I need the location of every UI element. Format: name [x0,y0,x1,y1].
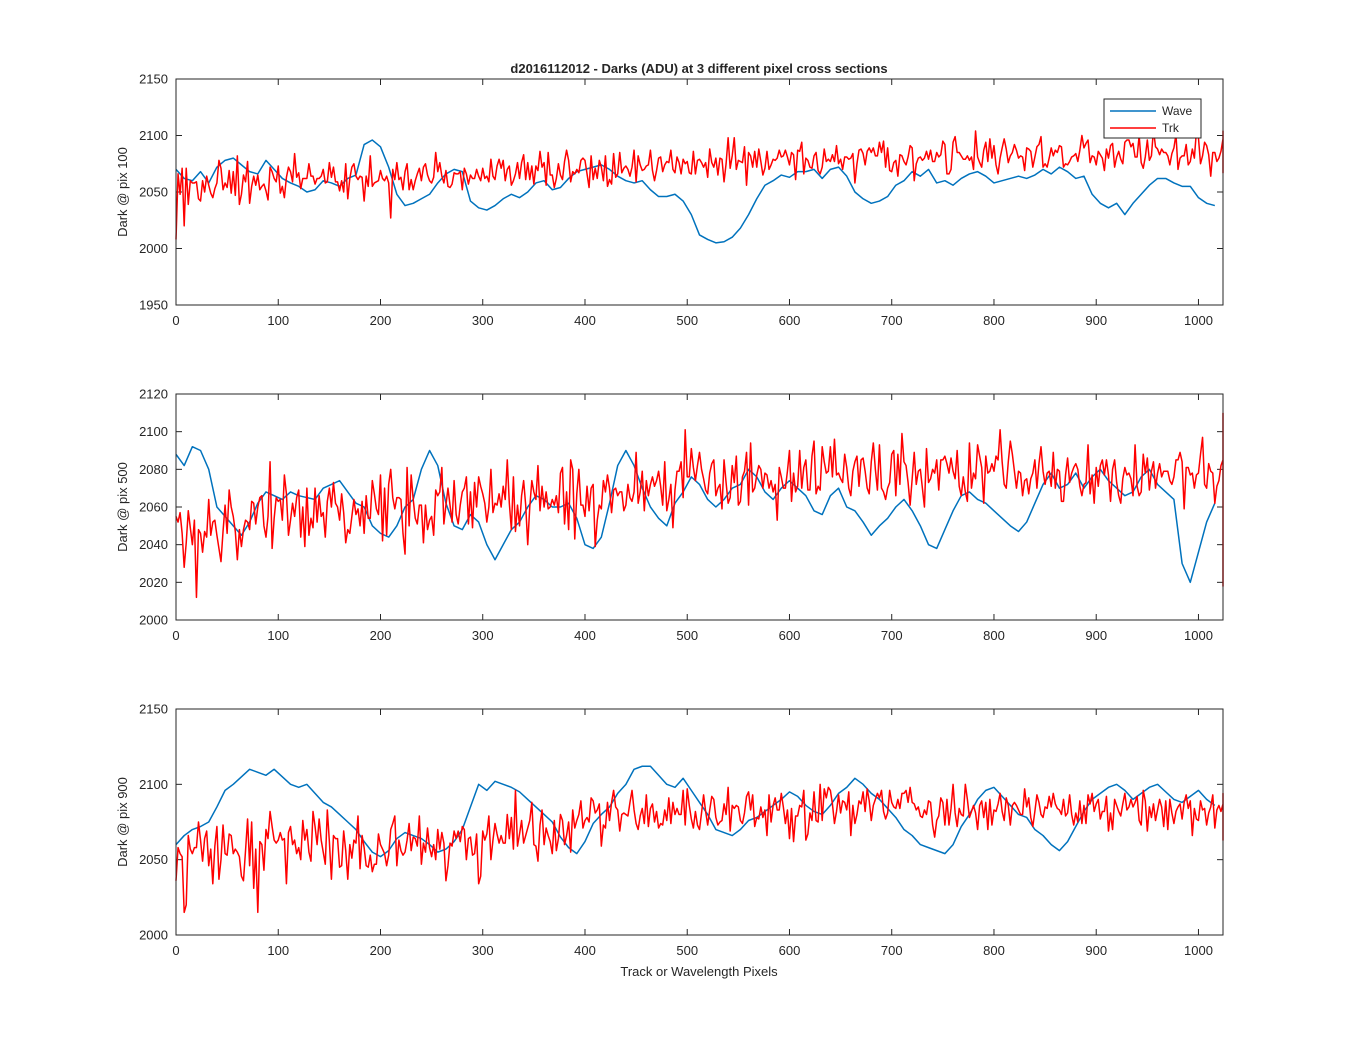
panel-3-xtick-label: 200 [370,943,392,958]
panel-2: Dark @ pix 500 2000202020402060208021002… [115,387,1224,643]
x-axis-label: Track or Wavelength Pixels [620,964,778,979]
panel-2-series-trk [175,412,1224,599]
panel-3-series-wave [175,765,1216,858]
panel-1-ylabel: Dark @ pix 100 [115,147,130,237]
panel-3-xtick-label: 400 [574,943,596,958]
panel-1: Dark @ pix 100 1950 2000 2050 2100 2150 0 100 2… [115,72,1224,328]
panel-3-xtick-label: 100 [267,943,289,958]
panel-1-series [175,129,1224,244]
panel-2-ytick-label: 2080 [139,462,168,477]
panel-1-xtick-label: 1000 [1184,313,1213,328]
panel-2-ytick-label: 2120 [139,387,168,402]
panel-1-xtick-label: 400 [574,313,596,328]
panel-2-xtick-label: 0 [172,628,179,643]
panel-2-xtick-label: 1000 [1184,628,1213,643]
panel-2-xtick-label: 900 [1085,628,1107,643]
panel-3-ytick-label: 2050 [139,852,168,867]
legend-box [1103,98,1202,139]
panel-3-xtick-label: 1000 [1184,943,1213,958]
panel-2-xtick-label: 300 [472,628,494,643]
chart-title: d2016112012 - Darks (ADU) at 3 different… [510,61,887,76]
panel-3: Dark @ pix 900 2000 2050 2100 2150 0 100 200 30… [115,702,1224,958]
panel-2-xtick-label: 400 [574,628,596,643]
panel-2-xtick-label: 100 [267,628,289,643]
panel-3-xtick-label: 700 [881,943,903,958]
legend: Wave Trk [1103,98,1202,139]
panel-3-series [175,765,1224,914]
panel-3-xtick-label: 900 [1085,943,1107,958]
panel-2-axes-box [175,393,1224,621]
panel-1-ytick-label: 2150 [139,72,168,87]
panel-2-ticks: 2000 2020 2040 2060 2080 2100 2120 0 100 200 300 40… [139,387,1223,643]
panel-1-xtick-label: 200 [370,313,392,328]
panel-2-xtick-label: 600 [779,628,801,643]
panel-2-ytick-label: 2060 [139,500,168,515]
legend-wave-label: Wave [1162,104,1193,118]
panel-2-xtick-label: 500 [676,628,698,643]
panel-3-xtick-label: 800 [983,943,1005,958]
panel-1-series-trk [175,129,1224,240]
panel-2-series [175,412,1224,599]
panel-1-xtick-label: 100 [267,313,289,328]
panel-1-xtick-label: 500 [676,313,698,328]
panel-2-ytick-label: 2100 [139,424,168,439]
panel-1-series-wave [175,139,1216,244]
panel-1-xtick-label: 900 [1085,313,1107,328]
panel-2-xtick-label: 800 [983,628,1005,643]
panel-2-series-wave [175,445,1216,584]
panel-3-xtick-label: 500 [676,943,698,958]
panel-1-xtick-label: 0 [172,313,179,328]
panel-1-xtick-label: 700 [881,313,903,328]
panel-1-ticks: 1950 2000 2050 2100 2150 0 100 200 300 400 500 600 7… [139,72,1223,328]
panel-3-xtick-label: 300 [472,943,494,958]
panel-3-series-trk [175,783,1224,914]
panel-1-ytick-label: 2000 [139,241,168,256]
panel-3-ylabel: Dark @ pix 900 [115,777,130,867]
legend-trk-label: Trk [1162,121,1180,135]
panel-1-xtick-label: 600 [779,313,801,328]
panel-1-axes-box [175,78,1224,306]
panel-3-ytick-label: 2100 [139,777,168,792]
panel-3-axes-box [175,708,1224,936]
panel-2-ytick-label: 2020 [139,575,168,590]
panel-3-xtick-label: 0 [172,943,179,958]
panel-1-xtick-label: 800 [983,313,1005,328]
panel-3-ytick-label: 2150 [139,702,168,717]
panel-2-ytick-label: 2040 [139,537,168,552]
panel-1-ytick-label: 1950 [139,298,168,313]
panel-3-xtick-label: 600 [779,943,801,958]
panel-2-xtick-label: 700 [881,628,903,643]
panel-2-ytick-label: 2000 [139,613,168,628]
panel-3-ticks: 2000 2050 2100 2150 0 100 200 300 400 500 600 700 80… [139,702,1223,958]
panel-2-ylabel: Dark @ pix 500 [115,462,130,552]
panel-1-ytick-label: 2100 [139,128,168,143]
panel-1-ytick-label: 2050 [139,185,168,200]
panel-1-xtick-label: 300 [472,313,494,328]
panel-2-xtick-label: 200 [370,628,392,643]
panel-3-ytick-label: 2000 [139,928,168,943]
